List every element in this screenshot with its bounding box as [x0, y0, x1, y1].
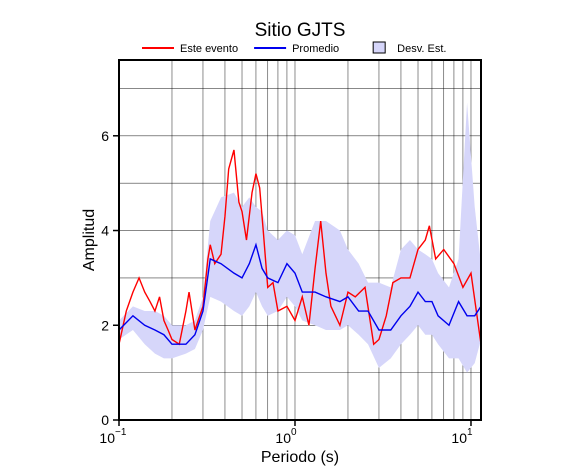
legend: Este evento Promedio Desv. Est. [142, 41, 446, 55]
legend-swatch [372, 41, 386, 54]
legend-label: Desv. Est. [397, 43, 446, 55]
x-tick-exponent: −1 [115, 427, 127, 438]
data-line [118, 242, 482, 345]
x-axis-label: Periodo (s) [261, 449, 339, 466]
chart-title: Sitio GJTS [255, 20, 346, 41]
plot-frame [118, 59, 482, 421]
x-tick-exponent: 0 [291, 427, 297, 438]
x-tick-label: 10 −1 [99, 427, 126, 446]
y-tick-label: 0 [101, 412, 109, 428]
data-line [118, 149, 482, 346]
x-tick-base: 10 [451, 430, 467, 446]
legend-label: Promedio [292, 43, 339, 55]
x-tick-exponent: 1 [467, 427, 473, 438]
x-tick-label: 10 0 [275, 427, 297, 446]
x-tick-base: 10 [99, 430, 115, 446]
std-band [119, 102, 481, 373]
y-axis-label: Amplitud [81, 209, 98, 271]
y-tick-label: 4 [101, 223, 109, 239]
y-tick-label: 2 [101, 317, 109, 333]
legend-label: Este evento [180, 43, 238, 55]
x-tick-label: 10 1 [451, 427, 473, 446]
x-tick-base: 10 [275, 430, 291, 446]
y-tick-label: 6 [101, 128, 109, 144]
